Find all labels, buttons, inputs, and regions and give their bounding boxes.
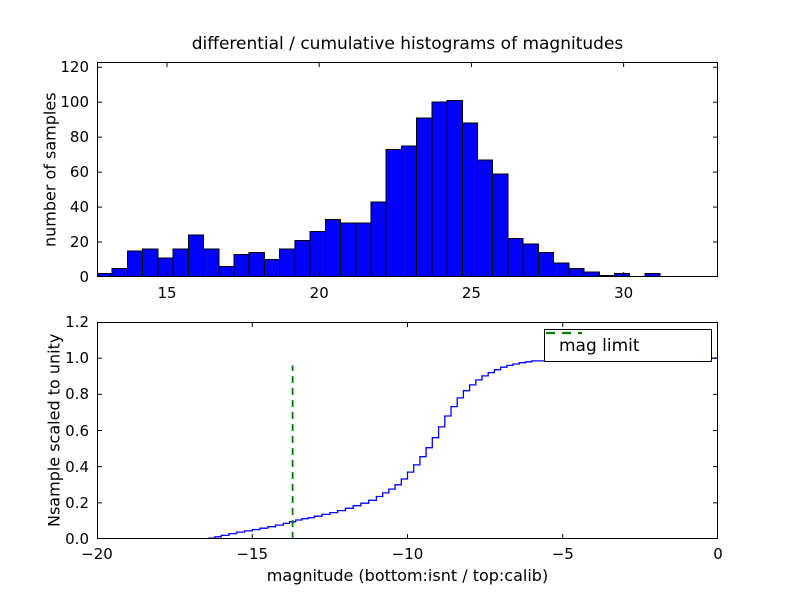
tick-label: 1.2	[65, 313, 89, 331]
tick-label: 60	[69, 163, 89, 182]
figure-title: differential / cumulative histograms of …	[191, 34, 624, 54]
tick-label: −5	[551, 545, 574, 563]
tick-label: 0.0	[65, 530, 89, 548]
legend: mag limit	[544, 329, 712, 362]
tick-label: 100	[60, 93, 89, 112]
tick-label: 20	[309, 284, 329, 302]
tick-label: −15	[236, 545, 269, 563]
tick-label: 80	[69, 128, 89, 147]
tick-label: 15	[157, 284, 177, 302]
tick-label: 0	[79, 268, 89, 286]
tick-label: 0.8	[65, 385, 89, 404]
histogram-canvas	[97, 62, 718, 277]
tick-label: 0.6	[65, 421, 89, 440]
histogram-axes	[97, 62, 718, 277]
legend-label: mag limit	[559, 335, 640, 356]
tick-label: 30	[614, 284, 634, 302]
tick-label: 120	[60, 58, 89, 77]
tick-label: 25	[461, 284, 481, 302]
tick-label: 0	[713, 545, 723, 563]
tick-label: −20	[81, 545, 113, 563]
tick-label: 0.2	[65, 493, 89, 512]
x-axis-label: magnitude (bottom:isnt / top:calib)	[266, 566, 549, 585]
tick-label: 1.0	[65, 349, 89, 368]
tick-label: 20	[69, 233, 89, 252]
cumulative-axes: mag limit	[97, 322, 718, 539]
tick-label: 40	[69, 198, 89, 217]
tick-label: −10	[391, 545, 424, 563]
cumulative-canvas	[97, 322, 718, 539]
tick-label: 0.4	[65, 457, 89, 476]
dashed-line-sample	[546, 331, 582, 335]
